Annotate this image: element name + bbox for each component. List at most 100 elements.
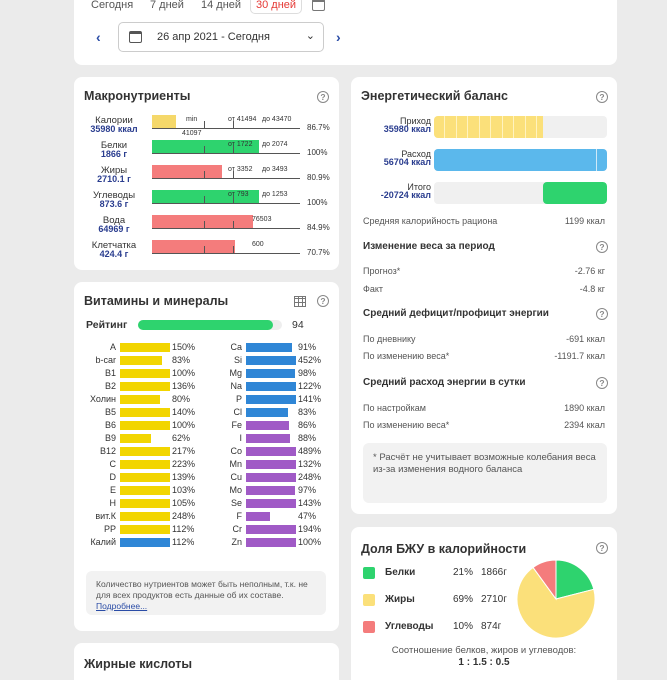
nutrient-bar [246,434,290,443]
tab-today[interactable]: Сегодня [91,0,134,11]
nutrient-row: Co 489% [212,446,332,457]
nutrient-row: C 223% [86,459,206,470]
forecast-value: -2.76 кг [574,266,605,276]
macro-value: 35980 ккал [90,124,138,134]
nutrient-bar [246,538,296,547]
help-icon[interactable]: ? [317,91,329,103]
help-icon[interactable]: ? [596,542,608,554]
period-card: Сегодня 7 дней 14 дней 30 дней ‹ 26 апр … [74,0,617,65]
nutrient-row: Cr 194% [212,524,332,535]
legend-percent: 10% [453,621,474,632]
tab-30-days[interactable]: 30 дней [250,0,303,14]
income-track [434,116,607,138]
nutrient-row: Zn 100% [212,537,332,548]
nutrient-name: Калий [90,537,116,547]
macro-bar-track [152,215,300,229]
macro-bar [152,140,259,153]
nutrient-bar [120,382,170,391]
macro-label: Белки 1866 г [82,141,146,159]
macro-tick [233,121,235,129]
rating-value: 94 [292,319,304,331]
expense-track [434,149,607,171]
vitamins-title: Витамины и минералы [84,294,229,308]
more-link[interactable]: Подробнее... [96,601,148,611]
total-track [434,182,607,204]
macro-name: Калории [95,115,133,126]
nutrient-name: Na [230,381,242,391]
macro-label: Вода 64969 г [82,216,146,234]
macro-label: Клетчатка 424.4 г [82,241,146,259]
nutrient-bar [246,499,296,508]
vitamins-card: Витамины и минералы ? Рейтинг 94 A 150% b-… [74,282,339,631]
by-weight2-value: 2394 ккал [564,420,605,430]
nutrient-name: Fe [231,420,242,430]
total-label: Итого [407,182,431,192]
footnote-text: * Расчёт не учитывает возможные колебани… [373,452,596,475]
macro-range-from: 76503 [252,216,272,223]
help-icon[interactable]: ? [596,308,608,320]
macro-value: 424.4 г [99,249,129,259]
legend-name: Углеводы [385,621,434,632]
nutrient-name: Mo [229,485,242,495]
macro-bar [152,215,253,228]
nutrient-bar [246,369,295,378]
nutrient-name: A [109,342,116,352]
nutrient-percent: 194% [298,524,322,534]
legend-percent: 21% [453,567,474,578]
prev-period-arrow[interactable]: ‹ [96,29,101,45]
macro-range-to: до 43470 [262,116,292,123]
nutrient-percent: 88% [298,433,317,443]
macro-range-from: от 41494 [228,116,257,123]
table-icon[interactable] [294,296,306,307]
nutrient-row: Холин 80% [86,394,206,405]
nutrient-name: Ca [230,342,242,352]
nutrient-row: Si 452% [212,355,332,366]
macro-name: Белки [100,140,128,151]
macro-percent: 84.9% [307,223,330,232]
by-settings-label: По настройкам [363,403,426,413]
nutrient-percent: 103% [172,485,196,495]
nutrient-percent: 139% [172,472,196,482]
nutrient-bar [246,460,296,469]
nutrient-row: B1 100% [86,368,206,379]
macro-value: 64969 г [98,224,130,234]
fact-value: -4.8 кг [579,284,605,294]
nutrient-bar [246,473,296,482]
nutrient-row: b-car 83% [86,355,206,366]
total-value: -20724 ккал [380,190,431,200]
help-icon[interactable]: ? [596,377,608,389]
nutrient-percent: 86% [298,420,317,430]
macro-tick [233,146,235,154]
pie-slice [532,559,557,601]
fatty-acids-title: Жирные кислоты [84,657,193,671]
vitamins-note: Количество нутриентов может быть неполны… [86,571,326,615]
nutrient-bar [246,356,296,365]
tab-14-days[interactable]: 14 дней [201,0,242,11]
nutrient-percent: 489% [298,446,322,456]
nutrient-bar [120,512,170,521]
nutrient-row: P 141% [212,394,332,405]
nutrient-percent: 105% [172,498,196,508]
macro-value: 873.6 г [99,199,129,209]
nutrient-row: Mg 98% [212,368,332,379]
help-icon[interactable]: ? [317,295,329,307]
tab-7-days[interactable]: 7 дней [150,0,184,11]
date-range-select[interactable]: 26 апр 2021 - Сегодня ⌄ [118,22,324,52]
rating-track [138,320,282,330]
macro-percent: 86.7% [307,123,330,132]
next-period-arrow[interactable]: › [336,29,341,45]
nutrient-row: Se 143% [212,498,332,509]
help-icon[interactable]: ? [596,91,608,103]
macro-bar-track [152,140,300,154]
nutrient-row: B6 100% [86,420,206,431]
macro-bar [152,165,222,178]
nutrient-name: Mn [229,459,242,469]
nutrient-bar [246,486,295,495]
nutrient-row: Cu 248% [212,472,332,483]
nutrient-row: D 139% [86,472,206,483]
nutrient-percent: 91% [298,342,317,352]
nutrient-name: B1 [104,368,116,378]
calendar-icon[interactable] [312,0,325,11]
help-icon[interactable]: ? [596,241,608,253]
nutrient-bar [120,486,170,495]
